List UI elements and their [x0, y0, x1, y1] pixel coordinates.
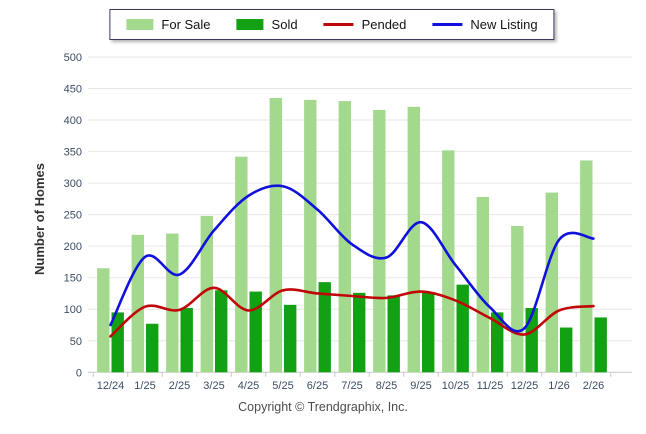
- bar-sold-9-25: [422, 292, 435, 373]
- legend-swatch-pended-line-icon: [323, 23, 354, 26]
- x-tick-label: 4/25: [238, 380, 259, 392]
- line-pended: [109, 286, 595, 338]
- x-tick-label: 6/25: [307, 380, 328, 392]
- x-tick-label: 2/25: [169, 380, 190, 392]
- legend-item-for-sale: For Sale: [126, 17, 211, 32]
- bar-for-sale-11-25: [476, 196, 489, 373]
- chart-area: 0 50 100 150 200 250 300 350 400 450 500 12/24 1/25 2…: [32, 52, 632, 392]
- bar-for-sale-12-25: [511, 226, 524, 373]
- y-tick-label: 250: [64, 210, 82, 222]
- line-series: [109, 184, 595, 338]
- x-tick-label: 8/25: [376, 380, 397, 392]
- bar-for-sale-1-25: [131, 234, 144, 373]
- line-new-listing: [109, 184, 595, 333]
- y-tick-label: 50: [70, 336, 82, 348]
- legend-label-sold: Sold: [271, 17, 298, 32]
- bar-for-sale-4-25: [235, 156, 248, 373]
- bar-sold-8-25: [387, 295, 400, 373]
- bar-sold-1-25: [146, 323, 159, 373]
- bar-sold-7-25: [353, 292, 366, 373]
- bar-sold-4-25: [249, 291, 262, 373]
- legend-label-for-sale: For Sale: [161, 17, 211, 32]
- y-tick-label: 400: [64, 115, 82, 127]
- legend-label-new-listing: New Listing: [470, 17, 538, 32]
- y-axis-title: Number of Homes: [32, 163, 47, 275]
- x-tick-label: 11/25: [477, 380, 504, 392]
- bar-for-sale-3-25: [200, 215, 213, 373]
- bar-for-sale-12-24: [97, 268, 110, 373]
- x-tick-label: 7/25: [341, 380, 362, 392]
- legend-item-sold: Sold: [236, 17, 298, 32]
- legend-swatch-sold-icon: [236, 19, 264, 30]
- bar-for-sale-10-25: [442, 150, 455, 373]
- bar-sold-1-26: [560, 327, 573, 373]
- chart-canvas: 0 50 100 150 200 250 300 350 400 450 500 12/24 1/25 2…: [32, 52, 632, 392]
- bar-for-sale-9-25: [407, 106, 420, 373]
- bar-for-sale-2-25: [166, 233, 179, 373]
- y-tick-label: 100: [64, 304, 82, 316]
- x-tick-label: 10/25: [442, 380, 470, 392]
- bar-for-sale-8-25: [373, 109, 386, 373]
- bar-sold-3-25: [215, 290, 228, 373]
- copyright-text: Copyright © Trendgraphix, Inc.: [238, 400, 408, 414]
- legend-item-new-listing: New Listing: [432, 17, 538, 32]
- y-tick-label: 450: [64, 84, 82, 96]
- y-tick-label: 350: [64, 147, 82, 159]
- x-tick-label: 2/26: [583, 380, 604, 392]
- bar-for-sale-1-26: [545, 192, 558, 373]
- y-tick-label: 200: [64, 241, 82, 253]
- bar-sold-5-25: [284, 304, 297, 373]
- bar-sold-11-25: [491, 312, 504, 373]
- y-tick-label: 150: [64, 273, 82, 285]
- bar-for-sale-6-25: [304, 99, 317, 373]
- y-tick-label: 500: [64, 52, 82, 64]
- x-tick-label: 1/25: [134, 380, 155, 392]
- bar-sold-2-26: [594, 317, 607, 373]
- bar-sold-10-25: [456, 284, 469, 373]
- bar-for-sale-5-25: [269, 97, 282, 373]
- bar-sold-2-25: [180, 307, 193, 373]
- bar-sold-6-25: [318, 282, 331, 373]
- x-tick-label: 9/25: [410, 380, 431, 392]
- chart-legend: For Sale Sold Pended New Listing: [109, 9, 555, 40]
- legend-swatch-for-sale-icon: [126, 19, 154, 30]
- y-tick-label: 0: [76, 367, 82, 379]
- legend-item-pended: Pended: [323, 17, 407, 32]
- axes: 0 50 100 150 200 250 300 350 400 450 500 12/24 1/25 2…: [64, 52, 612, 392]
- legend-label-pended: Pended: [361, 17, 407, 32]
- x-tick-label: 1/26: [548, 380, 569, 392]
- x-tick-label: 5/25: [272, 380, 293, 392]
- x-tick-label: 3/25: [203, 380, 224, 392]
- x-tick-label: 12/25: [511, 380, 539, 392]
- x-tick-label: 12/24: [97, 380, 125, 392]
- legend-swatch-new-listing-line-icon: [432, 23, 463, 26]
- y-tick-label: 300: [64, 178, 82, 190]
- bar-for-sale-2-26: [580, 160, 593, 373]
